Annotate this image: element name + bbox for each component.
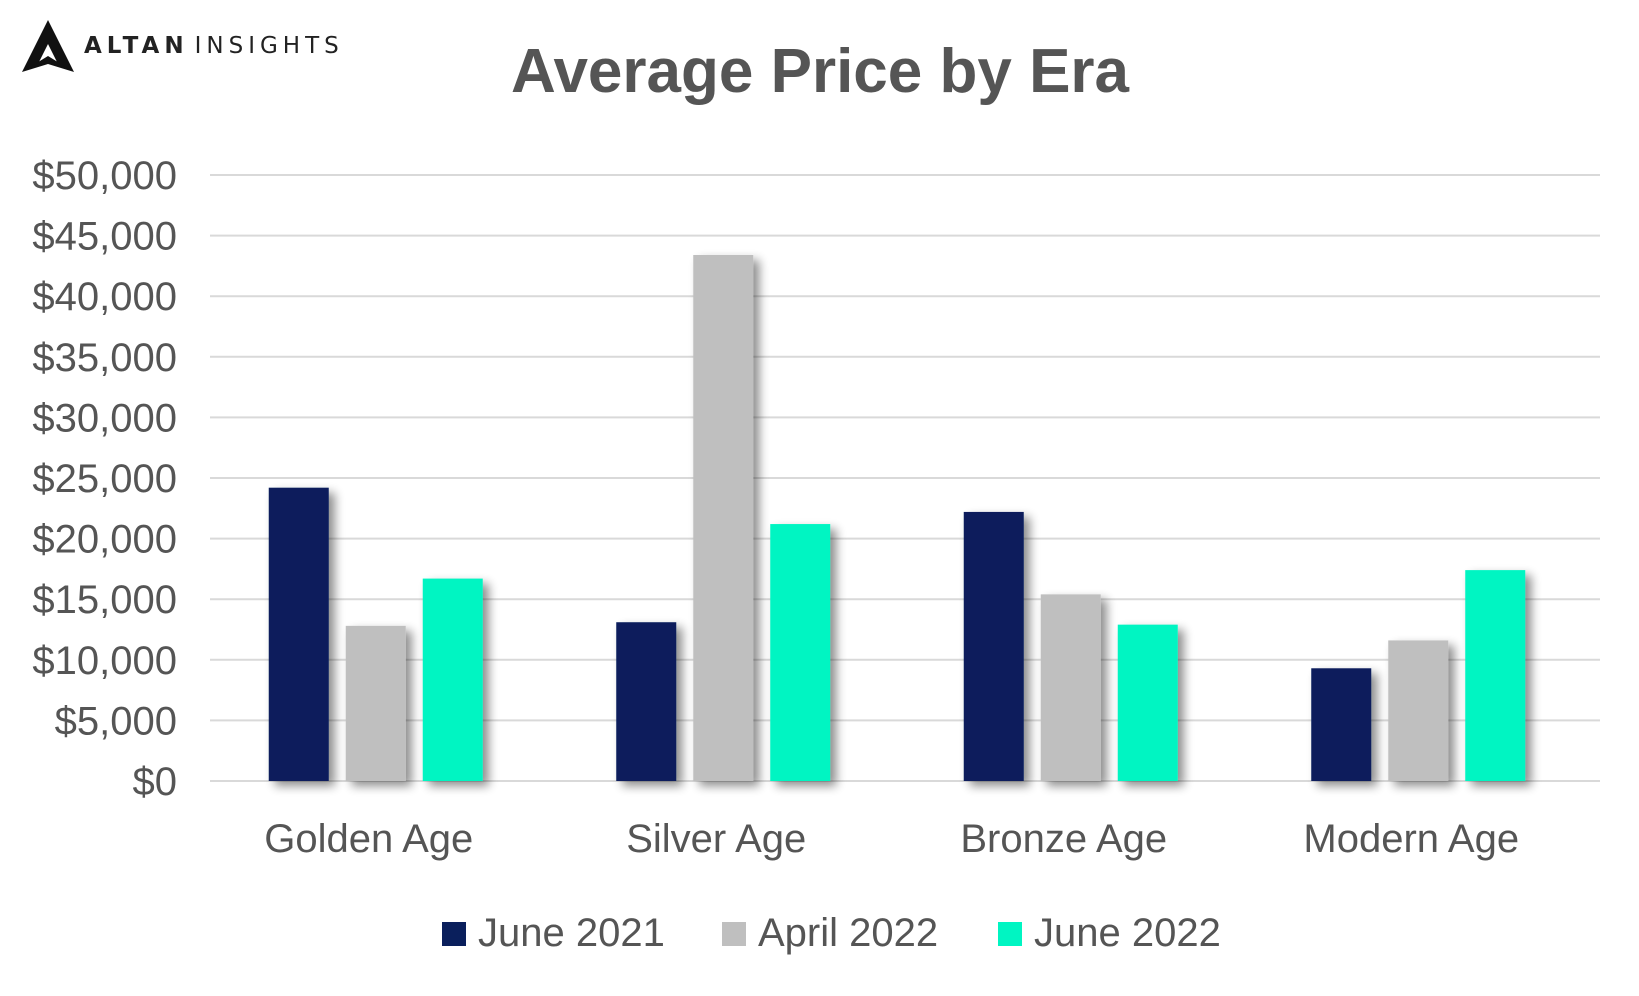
y-tick-label: $25,000 [32,457,177,501]
brand-name-light: INSIGHTS [195,33,344,59]
y-tick-label: $40,000 [32,275,177,319]
bar [1311,668,1372,781]
legend-label: June 2021 [478,911,665,955]
x-category-label: Golden Age [264,817,473,861]
legend-swatch [442,922,466,946]
y-axis-tick-labels: $0 $5,000 $10,000 $15,000 $20,000 $25,000 $30,… [32,154,177,804]
y-tick-label: $0 [133,760,178,804]
y-tick-label: $30,000 [32,396,177,440]
legend-item: April 2022 [722,911,938,955]
bar [1040,594,1101,781]
legend: June 2021 April 2022 June 2022 [442,911,1221,955]
x-category-label: Bronze Age [960,817,1167,861]
bar [616,622,677,781]
bar [422,578,483,781]
y-tick-label: $50,000 [32,154,177,198]
y-tick-label: $10,000 [32,639,177,683]
y-tick-label: $5,000 [55,699,177,743]
y-tick-label: $20,000 [32,518,177,562]
bar-layer [268,254,1526,781]
legend-label: April 2022 [758,911,938,955]
bar [693,254,754,781]
chart-title: Average Price by Era [511,37,1130,106]
legend-item: June 2021 [442,911,665,955]
bar [345,625,406,781]
y-tick-label: $15,000 [32,578,177,622]
bar [1388,640,1449,781]
bar [963,511,1024,781]
bar [1117,624,1178,781]
x-category-label: Silver Age [626,817,806,861]
y-tick-label: $35,000 [32,336,177,380]
bar [1465,570,1526,781]
brand-name-strong: ALTAN [84,33,189,59]
x-category-label: Modern Age [1303,817,1519,861]
altan-triangle-logo-icon [22,20,74,72]
legend-swatch [998,922,1022,946]
y-tick-label: $45,000 [32,215,177,259]
legend-label: June 2022 [1034,911,1221,955]
legend-item: June 2022 [998,911,1221,955]
legend-swatch [722,922,746,946]
x-axis-category-labels: Golden Age Silver Age Bronze Age Modern Age [264,817,1519,861]
brand-logo: ALTAN INSIGHTS [22,20,344,72]
bar [268,487,329,781]
bar [770,524,831,781]
